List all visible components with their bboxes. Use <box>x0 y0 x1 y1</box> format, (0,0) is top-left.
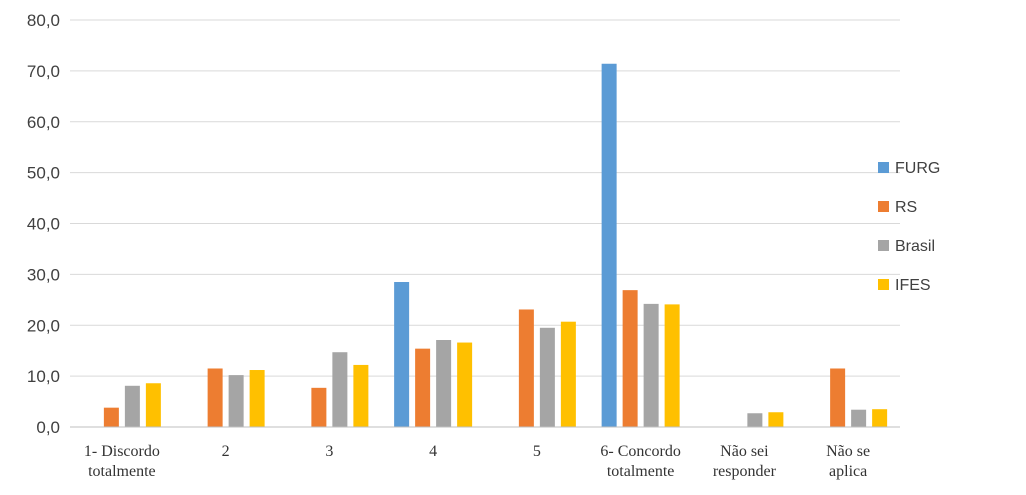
legend-swatch-furg <box>878 162 889 173</box>
y-tick-label: 60,0 <box>27 113 60 132</box>
x-tick-label: 5 <box>533 443 541 460</box>
y-tick-label: 20,0 <box>27 316 60 335</box>
x-tick-label-line: 6- Concordo <box>600 443 680 460</box>
legend-label-furg: FURG <box>895 160 940 177</box>
x-tick-label-line: 4 <box>429 443 437 460</box>
bars <box>103 63 888 427</box>
x-tick-label-line: aplica <box>829 463 867 480</box>
bar-rs <box>830 368 846 427</box>
x-axis-ticks: 1- Discordo totalmente 2 3 4 5 6- Concordo tota… <box>84 443 870 480</box>
legend: FURG RS Brasil IFES <box>878 160 940 294</box>
y-tick-label: 40,0 <box>27 215 60 234</box>
gridlines <box>70 19 900 377</box>
bar-rs <box>622 290 638 427</box>
bar-ifes <box>457 342 473 427</box>
legend-swatch-ifes <box>878 279 889 290</box>
bar-furg <box>394 282 410 427</box>
x-tick-label-line: 1- Discordo <box>84 443 160 460</box>
y-tick-label: 10,0 <box>27 367 60 386</box>
bar-rs <box>518 309 534 427</box>
legend-label-rs: RS <box>895 199 917 216</box>
legend-swatch-brasil <box>878 240 889 251</box>
y-tick-label: 80,0 <box>27 11 60 30</box>
bar-ifes <box>768 412 784 427</box>
bar-furg <box>601 63 617 427</box>
bar-brasil <box>851 409 867 427</box>
x-tick-label-line: 3 <box>325 443 333 460</box>
x-tick-label-line: responder <box>713 463 777 480</box>
bar-brasil <box>228 375 244 427</box>
bar-ifes <box>560 321 576 427</box>
bar-ifes <box>145 383 161 427</box>
x-tick-label: 4 <box>429 443 437 460</box>
x-tick-label: Não sei responder <box>713 443 777 480</box>
x-tick-label-line: Não sei <box>720 443 769 460</box>
y-tick-label: 70,0 <box>27 62 60 81</box>
bar-rs <box>103 407 119 427</box>
x-tick-label: 1- Discordo totalmente <box>84 443 160 480</box>
x-tick-label-line: totalmente <box>88 463 156 480</box>
x-tick-label: Não se aplica <box>826 443 870 480</box>
x-tick-label-line: 2 <box>222 443 230 460</box>
x-tick-label-line: totalmente <box>607 463 675 480</box>
legend-label-brasil: Brasil <box>895 238 935 255</box>
x-tick-label-line: 5 <box>533 443 541 460</box>
x-tick-label: 2 <box>222 443 230 460</box>
bar-brasil <box>539 327 555 427</box>
bar-brasil <box>747 413 763 427</box>
x-tick-label-line: Não se <box>826 443 870 460</box>
x-tick-label: 6- Concordo totalmente <box>600 443 680 480</box>
bar-brasil <box>332 352 348 427</box>
bar-ifes <box>353 364 369 427</box>
bar-ifes <box>664 304 680 427</box>
y-tick-label: 30,0 <box>27 265 60 284</box>
bar-brasil <box>436 340 452 427</box>
bar-rs <box>415 348 431 427</box>
bar-rs <box>311 387 327 427</box>
y-tick-label: 0,0 <box>36 418 60 437</box>
legend-label-ifes: IFES <box>895 277 931 294</box>
y-tick-label: 50,0 <box>27 164 60 183</box>
x-tick-label: 3 <box>325 443 333 460</box>
legend-swatch-rs <box>878 201 889 212</box>
bar-brasil <box>643 303 659 427</box>
bar-rs <box>207 368 223 427</box>
bar-ifes <box>249 370 265 427</box>
y-axis-ticks: 0,0 10,0 20,0 30,0 40,0 50,0 60,0 70,0 80,0 <box>27 11 60 437</box>
bar-ifes <box>872 409 888 427</box>
bar-brasil <box>124 385 140 427</box>
